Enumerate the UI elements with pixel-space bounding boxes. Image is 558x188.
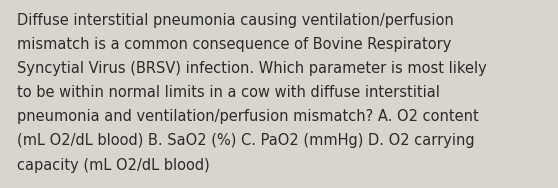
Text: mismatch is a common consequence of Bovine Respiratory: mismatch is a common consequence of Bovi… xyxy=(17,37,451,52)
Text: to be within normal limits in a cow with diffuse interstitial: to be within normal limits in a cow with… xyxy=(17,85,440,100)
Text: Syncytial Virus (BRSV) infection. Which parameter is most likely: Syncytial Virus (BRSV) infection. Which … xyxy=(17,61,487,76)
Text: capacity (mL O2/dL blood): capacity (mL O2/dL blood) xyxy=(17,158,209,173)
Text: Diffuse interstitial pneumonia causing ventilation/perfusion: Diffuse interstitial pneumonia causing v… xyxy=(17,13,454,28)
Text: pneumonia and ventilation/perfusion mismatch? A. O2 content: pneumonia and ventilation/perfusion mism… xyxy=(17,109,479,124)
Text: (mL O2/dL blood) B. SaO2 (%) C. PaO2 (mmHg) D. O2 carrying: (mL O2/dL blood) B. SaO2 (%) C. PaO2 (mm… xyxy=(17,133,474,149)
